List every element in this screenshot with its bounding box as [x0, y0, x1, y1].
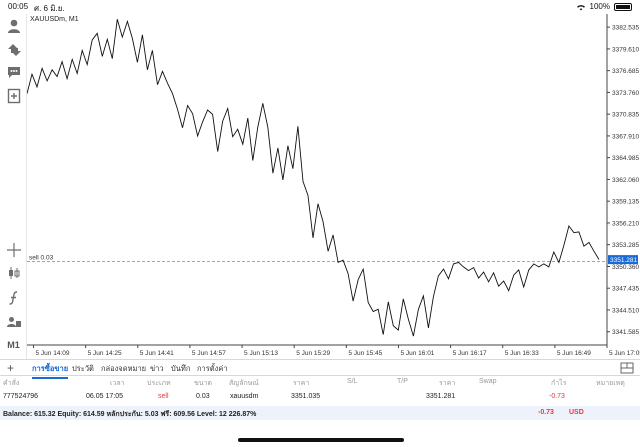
- price-tick-label: 3356.210: [612, 220, 639, 227]
- price-tick-label: 3382.535: [612, 25, 639, 32]
- price-tick-label: 3367.910: [612, 133, 639, 140]
- time-tick-label: 5 Jun 16:01: [400, 350, 434, 357]
- time-tick-label: 5 Jun 14:41: [140, 350, 174, 357]
- time-tick-label: 5 Jun 16:33: [505, 350, 539, 357]
- terminal-tabs: + การซื้อขาย ประวัติ กล่องจดหมาย ข่าว บั…: [0, 359, 640, 379]
- time-tick-label: 5 Jun 15:13: [244, 350, 278, 357]
- price-tick-label: 3359.135: [612, 199, 639, 206]
- time-tick-label: 5 Jun 16:49: [557, 350, 591, 357]
- order-size: 0.03: [196, 393, 210, 400]
- col-order: คำสั่ง: [3, 380, 20, 387]
- objects-icon[interactable]: [3, 312, 24, 332]
- chat-icon[interactable]: [3, 62, 24, 82]
- panel-layout-icon[interactable]: [620, 362, 634, 374]
- price-tick-label: 3350.360: [612, 264, 639, 271]
- wifi-icon: [576, 4, 585, 10]
- tab-news[interactable]: ข่าว: [150, 364, 164, 373]
- price-tick-label: 3379.610: [612, 46, 639, 53]
- crosshair-icon[interactable]: [3, 240, 24, 260]
- time-tick-label: 5 Jun 17:05: [609, 350, 640, 357]
- time-tick-label: 5 Jun 15:29: [296, 350, 330, 357]
- price-tick-label: 3344.510: [612, 307, 639, 314]
- timeframe-button[interactable]: M1: [7, 340, 20, 350]
- status-bar: 00:05 ศ. 6 มิ.ย. 100%: [0, 0, 640, 14]
- price-tick-label: 3373.760: [612, 90, 639, 97]
- price-chart[interactable]: 3382.535 3379.610 3376.685 3373.760 3370.835…: [27, 14, 640, 359]
- new-order-icon[interactable]: [3, 86, 24, 106]
- order-id: 777524796: [3, 393, 39, 400]
- balance-bar: Balance: 615.32 Equity: 614.59 หลักประกั…: [0, 406, 640, 420]
- current-price-marker: [608, 255, 638, 265]
- status-time: 00:05: [8, 2, 29, 11]
- status-date: ศ. 6 มิ.ย.: [34, 4, 65, 13]
- balance-summary: Balance: 615.32 Equity: 614.59 หลักประกั…: [3, 411, 257, 418]
- col-type: ประเภท: [147, 380, 171, 387]
- col-symbol: สัญลักษณ์: [229, 380, 259, 387]
- price-tick-label: 3353.285: [612, 242, 639, 249]
- table-row[interactable]: 777524796 06.05 17:05 sell 0.03 xauusdm …: [0, 391, 640, 404]
- col-profit: กำไร: [551, 380, 567, 387]
- order-profit: -0.73: [549, 393, 565, 400]
- price-tick-label: 3364.985: [612, 155, 639, 162]
- order-symbol: xauusdm: [230, 393, 259, 400]
- account-icon[interactable]: [3, 16, 24, 36]
- price-tick-label: 3341.585: [612, 329, 639, 336]
- order-time: 06.05 17:05: [86, 393, 123, 400]
- tab-history[interactable]: ประวัติ: [72, 364, 94, 373]
- time-tick-label: 5 Jun 14:09: [36, 350, 70, 357]
- chart-symbol: XAUUSDm, M1: [30, 16, 79, 23]
- time-tick-label: 5 Jun 15:45: [348, 350, 382, 357]
- order-type: sell: [158, 393, 169, 400]
- add-icon[interactable]: +: [7, 361, 15, 375]
- currency-label: USD: [569, 409, 584, 416]
- trade-arrows-icon[interactable]: [3, 40, 24, 60]
- order-line-label: sell 0.03: [29, 254, 54, 261]
- price-tick-label: 3362.060: [612, 177, 639, 184]
- price-tick-label: 3376.685: [612, 68, 639, 75]
- current-price-label: 3351.281: [610, 257, 637, 264]
- col-size: ขนาด: [194, 380, 213, 387]
- col-tp: T/P: [397, 378, 408, 385]
- price-line: [27, 19, 600, 337]
- candlestick-icon[interactable]: [3, 263, 24, 283]
- tab-mailbox[interactable]: กล่องจดหมาย: [101, 364, 147, 373]
- total-profit: -0.73: [538, 409, 554, 416]
- col-sl: S/L: [347, 378, 358, 385]
- time-tick-label: 5 Jun 16:17: [453, 350, 487, 357]
- col-note: หมายเหตุ: [596, 380, 625, 387]
- battery-icon: [614, 2, 632, 11]
- indicator-fx-icon[interactable]: [3, 288, 24, 308]
- col-price-open: ราคา: [293, 380, 310, 387]
- time-tick-label: 5 Jun 14:25: [88, 350, 122, 357]
- time-tick-label: 5 Jun 14:57: [192, 350, 226, 357]
- col-time: เวลา: [110, 380, 125, 387]
- home-indicator: [238, 438, 404, 442]
- left-toolbar: M1: [0, 14, 27, 362]
- chart-canvas[interactable]: 3382.535 3379.610 3376.685 3373.760 3370.835…: [27, 14, 640, 359]
- tab-settings[interactable]: การตั้งค่า: [197, 364, 228, 373]
- battery-percent: 100%: [589, 2, 610, 11]
- status-right: 100%: [576, 2, 632, 11]
- order-price-open: 3351.035: [291, 393, 321, 400]
- order-price-current: 3351.281: [426, 393, 456, 400]
- price-tick-label: 3370.835: [612, 112, 639, 119]
- col-price-current: ราคา: [439, 380, 456, 387]
- col-swap: Swap: [479, 378, 497, 385]
- tab-journal[interactable]: บันทึก: [171, 364, 191, 373]
- positions-table-header: คำสั่ง เวลา ประเภท ขนาด สัญลักษณ์ ราคา S…: [0, 376, 640, 389]
- price-tick-label: 3347.435: [612, 286, 639, 293]
- tab-trade[interactable]: การซื้อขาย: [32, 364, 69, 379]
